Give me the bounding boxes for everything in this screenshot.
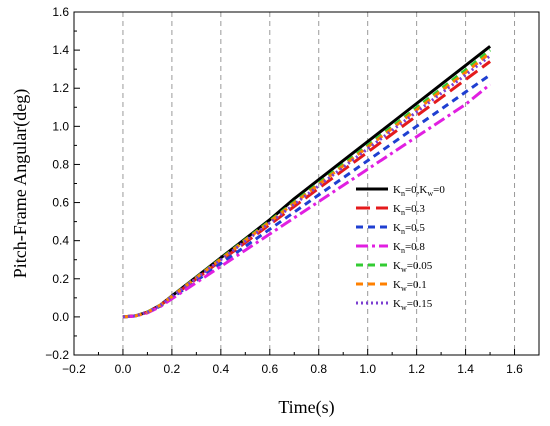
series-line-1: [122, 60, 491, 319]
grid-lines: [73, 12, 516, 355]
y-tick-label: 1.4: [52, 43, 69, 57]
y-tick-label: −0.2: [45, 348, 69, 362]
x-axis-title: Time(s): [278, 397, 334, 418]
x-tick-label: 0.6: [261, 362, 278, 376]
y-tick-label: 0.4: [52, 234, 69, 248]
series-line-3: [122, 83, 492, 319]
x-tick-label: 0.4: [212, 362, 229, 376]
legend-label-1: Kn=0.3: [393, 203, 425, 217]
legend-label-3: Kn=0.8: [393, 241, 425, 255]
x-tick-label: −0.2: [62, 362, 86, 376]
legend-label-0: Kn=0,Kw=0: [393, 184, 445, 198]
y-tick-label: 0.8: [52, 157, 69, 171]
y-axis-title: Pitch-Frame Angular(deg): [10, 89, 31, 278]
y-tick-label: 1.2: [52, 81, 69, 95]
axis-ticks: −0.2 0.0 0.2 0.4 0.6 0.8 1.0 1.2 1.4 1.6 −0.2 0.0 0.…: [45, 5, 523, 376]
legend-label-5: Kw=0.1: [393, 279, 427, 293]
x-tick-label: 1.4: [457, 362, 474, 376]
y-tick-label: 0.6: [52, 196, 69, 210]
x-tick-label: 1.6: [506, 362, 523, 376]
legend-label-4: Kw=0.05: [393, 260, 433, 274]
legend: Kn=0,Kw=0 Kn=0.3 Kn=0.5 Kn=0.8 Kw=0.05 Kw=0.1…: [356, 184, 445, 312]
y-tick-label: 0.2: [52, 272, 69, 286]
x-tick-label: 0.8: [310, 362, 327, 376]
x-tick-label: 1.0: [359, 362, 376, 376]
x-tick-label: 1.2: [408, 362, 425, 376]
legend-label-6: Kw=0.15: [393, 298, 433, 312]
legend-label-2: Kn=0.5: [393, 222, 425, 236]
series-line-0: [122, 45, 492, 319]
x-tick-label: 0.0: [115, 362, 132, 376]
y-tick-label: 1.6: [52, 5, 69, 19]
series-layer: [122, 45, 492, 319]
series-line-6: [122, 54, 492, 319]
y-tick-label: 1.0: [52, 119, 69, 133]
y-tick-label: 0.0: [52, 310, 69, 324]
x-tick-label: 0.2: [164, 362, 181, 376]
